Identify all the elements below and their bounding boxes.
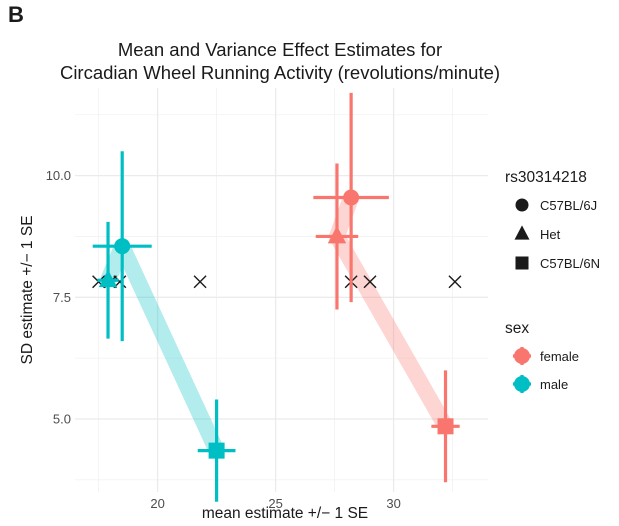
x-tick-label: 30 <box>386 496 400 511</box>
y-tick-label: 7.5 <box>53 290 71 305</box>
legend-key-dot <box>514 376 530 392</box>
legend-title: sex <box>505 320 529 337</box>
reference-x-mark <box>193 275 207 289</box>
error-bars <box>92 92 460 502</box>
point-female-triangle <box>327 225 347 244</box>
circle-icon <box>515 198 529 212</box>
legend-key-dot <box>514 348 530 364</box>
data-points <box>98 189 454 459</box>
trend-bands <box>100 194 453 454</box>
chart-title-line-1: Mean and Variance Effect Estimates for <box>117 39 443 60</box>
trend-band-female <box>329 194 453 431</box>
x-axis-label: mean estimate +/− 1 SE <box>202 505 368 522</box>
point-female-circle <box>343 189 360 206</box>
legend-item-label: C57BL/6N <box>540 256 600 271</box>
tick-labels: 20 25 30 5.0 7.5 10.0 <box>46 168 401 511</box>
x-tick-label: 20 <box>150 496 164 511</box>
triangle-icon <box>514 225 530 240</box>
point-male-circle <box>114 238 131 255</box>
panel-letter: B <box>8 2 24 27</box>
y-tick-label: 5.0 <box>53 411 71 426</box>
x-tick-label: 25 <box>268 496 282 511</box>
reference-x-mark <box>448 275 462 289</box>
reference-x-mark <box>363 275 377 289</box>
legend-item-label: female <box>540 349 579 364</box>
y-axis-label: SD estimate +/− 1 SE <box>19 215 36 364</box>
square-icon <box>515 256 529 270</box>
chart-title-line-2: Circadian Wheel Running Activity (revolu… <box>59 62 501 83</box>
chart-title: Mean and Variance Effect Estimates for C… <box>0 38 560 84</box>
point-male-square <box>208 442 225 459</box>
point-male-triangle <box>98 269 118 288</box>
point-female-square <box>437 418 454 435</box>
grid-lines <box>75 88 488 492</box>
legend: rs30314218 C57BL/6J Het C57BL/6N sex female ma… <box>505 169 600 393</box>
legend-item-label: C57BL/6J <box>540 198 597 213</box>
y-tick-label: 10.0 <box>46 168 71 183</box>
legend-item-label: Het <box>540 227 561 242</box>
legend-item-label: male <box>540 377 568 392</box>
legend-title: rs30314218 <box>505 169 587 186</box>
